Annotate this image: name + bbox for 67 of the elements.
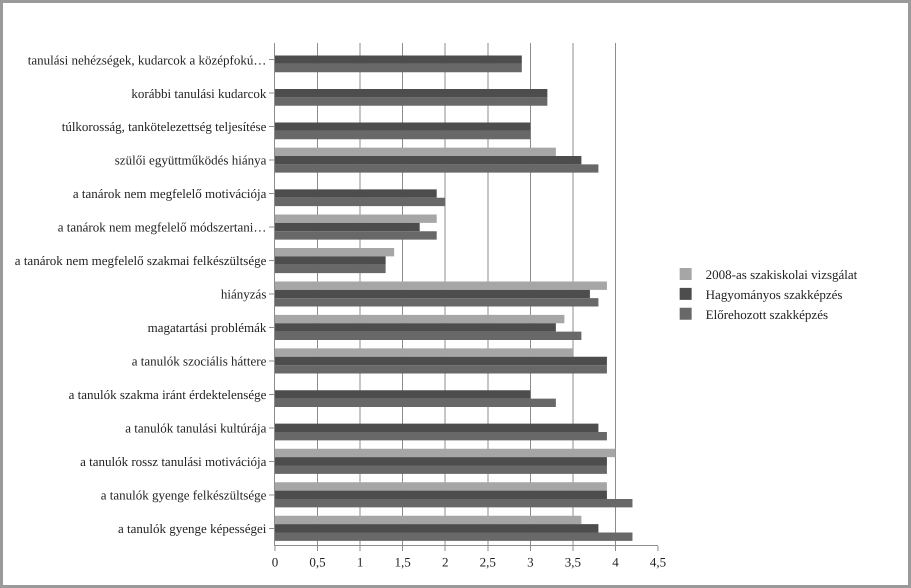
bar <box>275 97 548 106</box>
bar <box>275 448 616 458</box>
y-tick-label: a tanulók gyenge felkészültsége <box>100 487 267 502</box>
bar <box>275 348 573 357</box>
bar <box>275 231 437 240</box>
bar <box>275 281 607 290</box>
legend-label: 2008-as szakiskolai vizsgálat <box>706 267 858 282</box>
bar <box>275 332 582 340</box>
bar <box>275 298 598 307</box>
x-tick-label: 0 <box>272 554 278 570</box>
x-tick-label: 1,5 <box>394 554 411 570</box>
x-tick-label: 4 <box>612 554 620 570</box>
bar <box>275 516 582 524</box>
y-tick-label: a tanárok nem megfelelő motivációja <box>72 186 267 202</box>
bar <box>275 365 607 374</box>
bar <box>275 256 386 265</box>
bar <box>275 264 386 274</box>
bar <box>275 64 522 72</box>
bar <box>275 164 598 173</box>
y-tick-label: a tanulók gyenge képességei <box>118 520 267 536</box>
legend-label: Hagyományos szakképzés <box>706 286 842 302</box>
y-tick-label: korábbi tanulási kudarcok <box>131 86 267 101</box>
y-tick-label: magatartási problémák <box>148 320 267 336</box>
y-tick-label: tanulási nehézségek, kudarcok a középfokú… <box>28 52 266 68</box>
bar <box>275 390 530 399</box>
y-tick-label: a tanárok nem megfelelő szakmai felkészültsége <box>14 253 267 268</box>
x-tick-label: 2 <box>442 554 448 570</box>
y-tick-label: szülői együttműködés hiánya <box>114 152 267 168</box>
bar <box>275 189 437 198</box>
y-tick-label: a tanárok nem megfelelő módszertani… <box>58 220 266 235</box>
bar <box>275 148 556 156</box>
x-tick-label: 1 <box>356 554 364 570</box>
x-tick-label: 0,5 <box>309 554 326 570</box>
bar <box>275 314 564 324</box>
x-tick-label: 3,5 <box>564 554 582 570</box>
bar <box>275 130 530 140</box>
bar <box>275 156 582 164</box>
bar <box>275 323 556 332</box>
legend-label: Előrehozott szakképzés <box>706 306 828 322</box>
bar <box>275 482 607 491</box>
bar <box>275 290 590 298</box>
bar <box>275 56 522 64</box>
bar <box>275 524 598 532</box>
y-tick-label: a tanulók szociális háttere <box>132 353 267 368</box>
bar <box>275 457 607 466</box>
y-tick-label: a tanulók rossz tanulási motivációja <box>80 454 267 469</box>
bar <box>275 498 632 508</box>
bar <box>275 89 548 98</box>
bar <box>275 532 632 541</box>
x-tick-label: 4,5 <box>650 554 666 570</box>
bar <box>275 248 394 256</box>
x-tick-label: 2,5 <box>480 554 496 570</box>
y-tick-label: hiányzás <box>220 286 266 302</box>
x-tick-label: 3 <box>527 554 534 570</box>
bar <box>275 432 607 440</box>
y-tick-label: a tanulók szakma iránt érdektelensége <box>68 386 267 402</box>
y-tick-label: a tanulók tanulási kultúrája <box>125 420 267 436</box>
bar <box>275 122 530 131</box>
bar <box>275 490 607 499</box>
bar <box>275 424 598 432</box>
bar <box>275 198 446 206</box>
bar <box>275 466 607 474</box>
bar <box>275 222 420 232</box>
bar <box>275 398 556 407</box>
bar <box>275 356 607 366</box>
bar <box>275 214 437 223</box>
y-tick-label: túlkorosság, tankötelezettség teljesítése <box>62 119 267 134</box>
